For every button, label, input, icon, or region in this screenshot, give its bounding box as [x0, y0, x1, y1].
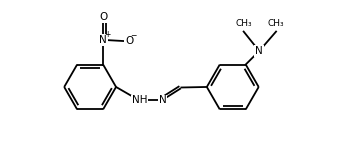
- Text: NH: NH: [132, 95, 147, 106]
- Text: N: N: [159, 95, 167, 106]
- Text: O: O: [99, 12, 107, 22]
- Text: CH₃: CH₃: [235, 19, 252, 28]
- Text: N: N: [99, 35, 107, 45]
- Text: −: −: [131, 31, 137, 40]
- Text: N: N: [255, 46, 263, 56]
- Text: O: O: [125, 36, 133, 46]
- Text: +: +: [104, 30, 111, 39]
- Text: CH₃: CH₃: [268, 19, 284, 28]
